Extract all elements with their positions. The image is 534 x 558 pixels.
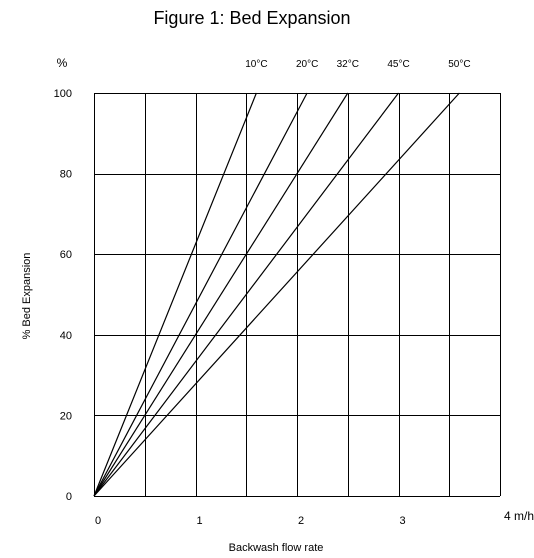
y-tick-label: 60 [60,249,72,261]
tick-labels: 0 20 40 60 80 100 0 1 2 3 4 m/h [54,88,534,527]
y-tick-label: 80 [60,169,72,181]
series-label: 20°C [296,59,318,70]
y-tick-label: 40 [60,330,72,342]
x-tick-label: 1 [196,515,202,527]
series-line [93,92,308,497]
series-line [93,92,399,497]
y-unit-label: % [57,56,68,70]
series-label: 45°C [387,59,409,70]
series-line [93,92,257,497]
chart-title: Figure 1: Bed Expansion [153,8,350,28]
grid [94,93,501,497]
y-axis-label: % Bed Expansion [21,253,33,340]
series-label: 32°C [337,59,359,70]
y-tick-label: 100 [54,88,72,100]
series-labels: 10°C 20°C 32°C 45°C 50°C [245,59,470,70]
y-tick-label: 20 [60,410,72,422]
series-lines [93,92,460,497]
x-tick-label: 4 m/h [504,509,534,523]
y-tick-label: 0 [66,491,72,503]
series-label: 50°C [448,59,470,70]
series-line [93,92,349,497]
series-line [93,92,460,497]
x-tick-label: 3 [399,515,405,527]
x-axis-label: Backwash flow rate [229,542,324,554]
x-tick-label: 2 [298,515,304,527]
x-tick-label: 0 [95,515,101,527]
series-label: 10°C [245,59,267,70]
